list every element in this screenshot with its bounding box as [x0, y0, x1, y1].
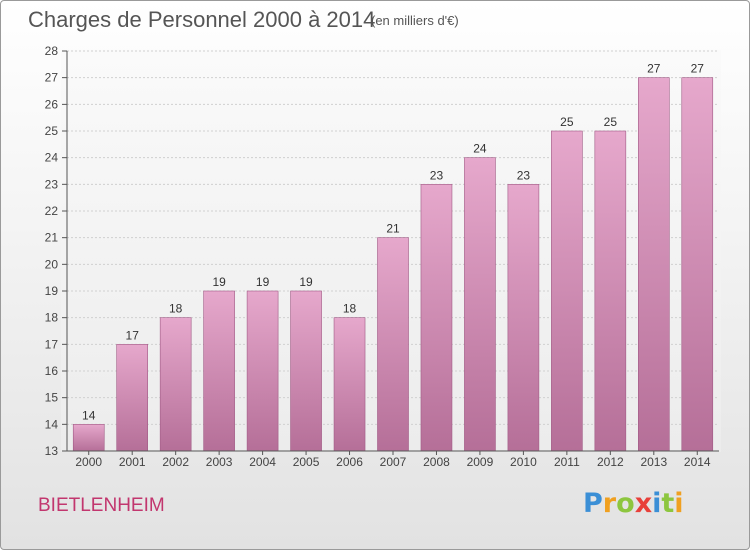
x-tick-label: 2001 [119, 455, 146, 469]
y-tick-label: 19 [45, 284, 59, 298]
y-tick-label: 15 [45, 391, 59, 405]
bar [637, 77, 670, 452]
data-label: 25 [604, 115, 618, 129]
logo-letter: r [602, 488, 617, 519]
bar [377, 237, 409, 452]
bar [464, 157, 496, 452]
bar [203, 290, 235, 452]
x-tick-label: 2012 [597, 455, 624, 469]
x-tick-label: 2005 [293, 455, 320, 469]
data-label: 17 [126, 328, 140, 342]
bar [507, 184, 540, 452]
data-label: 19 [212, 275, 226, 289]
x-tick-label: 2014 [684, 455, 711, 469]
chart-subtitle: (en milliers d'€) [371, 13, 459, 28]
data-label: 18 [169, 302, 183, 316]
proxiti-logo[interactable]: Proxiti [583, 488, 684, 519]
bar [551, 130, 583, 452]
y-tick-label: 24 [45, 151, 59, 165]
x-tick-label: 2006 [336, 455, 363, 469]
y-tick-label: 21 [45, 231, 59, 245]
bar [594, 130, 627, 452]
y-tick-label: 13 [45, 444, 59, 458]
x-tick-label: 2010 [510, 455, 537, 469]
bar [246, 290, 279, 452]
bar [290, 290, 322, 452]
y-tick-label: 26 [45, 97, 59, 111]
x-tick-label: 2002 [162, 455, 189, 469]
y-tick-label: 17 [45, 337, 59, 351]
bar [116, 344, 148, 452]
chart-title: Charges de Personnel 2000 à 2014 [28, 7, 376, 32]
data-label: 18 [343, 302, 357, 316]
y-tick-label: 20 [45, 257, 59, 271]
data-label: 27 [647, 62, 661, 76]
data-label: 23 [517, 168, 531, 182]
logo-letter: P [583, 488, 603, 519]
data-label: 24 [473, 142, 487, 156]
data-label: 21 [386, 222, 400, 236]
x-tick-label: 2013 [640, 455, 667, 469]
x-tick-label: 2011 [554, 455, 580, 469]
y-tick-label: 14 [45, 417, 59, 431]
commune-name: BIETLENHEIM [38, 495, 165, 516]
y-tick-label: 27 [45, 71, 59, 85]
x-tick-label: 2007 [380, 455, 407, 469]
data-label: 14 [82, 408, 96, 422]
x-tick-label: 2003 [206, 455, 233, 469]
y-tick-label: 22 [45, 204, 59, 218]
y-tick-label: 18 [45, 311, 59, 325]
x-tick-label: 2009 [467, 455, 494, 469]
data-label: 19 [256, 275, 270, 289]
data-label: 23 [430, 168, 444, 182]
x-tick-label: 2000 [75, 455, 102, 469]
bar [159, 317, 192, 452]
data-label: 19 [299, 275, 313, 289]
logo-letter: o [616, 488, 635, 519]
data-label: 27 [691, 62, 705, 76]
logo-letter: x [634, 488, 653, 519]
bar [681, 77, 714, 452]
x-tick-label: 2004 [249, 455, 276, 469]
data-label: 25 [560, 115, 574, 129]
y-tick-label: 28 [45, 44, 59, 58]
bar [333, 317, 366, 452]
logo-letter: i [674, 488, 684, 519]
bar [72, 424, 105, 452]
logo-letter: t [661, 488, 675, 519]
y-tick-label: 23 [45, 177, 59, 191]
x-tick-label: 2008 [423, 455, 450, 469]
logo-letter: i [652, 488, 662, 519]
y-tick-label: 16 [45, 364, 59, 378]
y-tick-label: 25 [45, 124, 59, 138]
bar [420, 184, 453, 452]
